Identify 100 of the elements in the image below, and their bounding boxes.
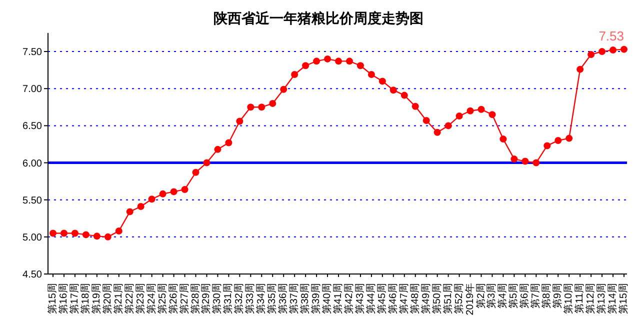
x-tick-label: 第40周 (321, 283, 334, 314)
point (148, 196, 156, 203)
point (313, 58, 320, 65)
point (335, 58, 342, 65)
point (159, 190, 166, 198)
x-tick-label: 第17周 (68, 283, 80, 314)
y-tick-label: 5.00 (22, 232, 42, 244)
point (269, 100, 276, 107)
point (610, 46, 617, 54)
x-tick-label: 第8周 (540, 283, 553, 309)
x-tick-label: 第47周 (398, 283, 410, 314)
x-tick-label: 第26周 (167, 283, 180, 314)
x-tick-label: 第33周 (244, 283, 256, 314)
x-tick-label: 第52周 (452, 283, 465, 314)
point (214, 146, 222, 153)
point (532, 159, 540, 166)
x-tick-label: 第31周 (222, 283, 234, 314)
point (456, 112, 463, 120)
point (247, 104, 254, 111)
x-tick-label: 第27周 (178, 283, 190, 314)
x-tick-label: 第12周 (584, 283, 597, 314)
x-tick-label: 第15周 (618, 283, 630, 314)
x-tick-label: 第30周 (211, 283, 224, 314)
x-tick-label: 第24周 (145, 283, 158, 314)
y-tick-label: 6.50 (22, 121, 42, 132)
point (620, 46, 628, 53)
x-tick-label: 第5周 (508, 283, 520, 309)
x-tick-label: 第18周 (79, 283, 92, 314)
x-tick-label: 第36周 (277, 283, 290, 314)
x-tick-label: 第50周 (430, 283, 443, 314)
x-tick-label: 第49周 (420, 283, 432, 314)
point (500, 136, 507, 143)
x-tick-label: 第14周 (606, 283, 619, 314)
x-tick-label: 第38周 (299, 283, 312, 314)
x-tick-label: 第10周 (562, 283, 575, 314)
chart-title: 陕西省近一年猪粮比价周度走势图 (212, 10, 424, 28)
point (236, 118, 244, 125)
y-tick-label: 7.00 (22, 84, 42, 96)
x-tick-label: 第21周 (112, 283, 124, 314)
point (203, 159, 210, 166)
x-tick-label: 第11周 (574, 283, 586, 314)
x-tick-label: 第39周 (310, 283, 322, 314)
x-tick-label: 第41周 (332, 283, 344, 314)
y-tick-label: 5.50 (22, 195, 42, 206)
point (588, 51, 595, 58)
x-tick-label: 第6周 (518, 283, 531, 309)
point (192, 168, 200, 176)
data-label: 7.53 (598, 28, 624, 44)
point (478, 106, 485, 113)
x-tick-label: 第15周 (46, 283, 58, 314)
point (522, 158, 529, 165)
x-tick-label: 第43周 (354, 283, 366, 314)
x-tick-label: 第7周 (530, 283, 542, 309)
point (280, 86, 288, 93)
point (170, 188, 178, 196)
x-tick-label: 第29周 (200, 283, 212, 314)
point (104, 233, 112, 240)
point (576, 66, 584, 73)
x-tick-label: 第37周 (288, 283, 300, 314)
x-tick-label: 第3周 (486, 283, 498, 309)
y-tick-label: 4.50 (22, 270, 42, 281)
point (566, 134, 573, 142)
point (137, 203, 144, 210)
x-tick-label: 第45周 (376, 283, 388, 314)
point (115, 227, 122, 234)
point (510, 156, 518, 163)
x-tick-label: 第13周 (596, 283, 608, 314)
x-tick-label: 第9周 (552, 283, 564, 309)
point (422, 117, 430, 124)
point (356, 62, 364, 70)
point (368, 71, 375, 78)
point (50, 230, 56, 237)
point (554, 137, 562, 144)
point (93, 232, 100, 240)
point (225, 139, 232, 146)
point (412, 102, 419, 110)
point (291, 71, 298, 78)
point (126, 208, 134, 216)
x-tick-label: 第44周 (364, 283, 377, 314)
point (400, 92, 408, 99)
x-tick-label: 第51周 (442, 283, 454, 314)
point (544, 142, 551, 150)
x-tick-label: 第32周 (233, 283, 246, 314)
point (302, 62, 310, 70)
point (82, 231, 90, 238)
x-tick-label: 第22周 (123, 283, 136, 314)
x-tick-label: 2019年 (464, 283, 476, 316)
x-tick-label: 第34周 (255, 283, 268, 314)
point (71, 230, 78, 237)
x-tick-label: 第42周 (342, 283, 355, 314)
point (444, 122, 452, 130)
point (434, 128, 441, 136)
point (598, 48, 606, 56)
x-tick-label: 第19周 (90, 283, 102, 314)
point (258, 104, 266, 111)
x-tick-label: 第23周 (134, 283, 146, 314)
y-tick-label: 6.00 (22, 158, 42, 170)
point (346, 58, 353, 65)
point (488, 111, 496, 118)
x-tick-label: 第2周 (474, 283, 487, 309)
